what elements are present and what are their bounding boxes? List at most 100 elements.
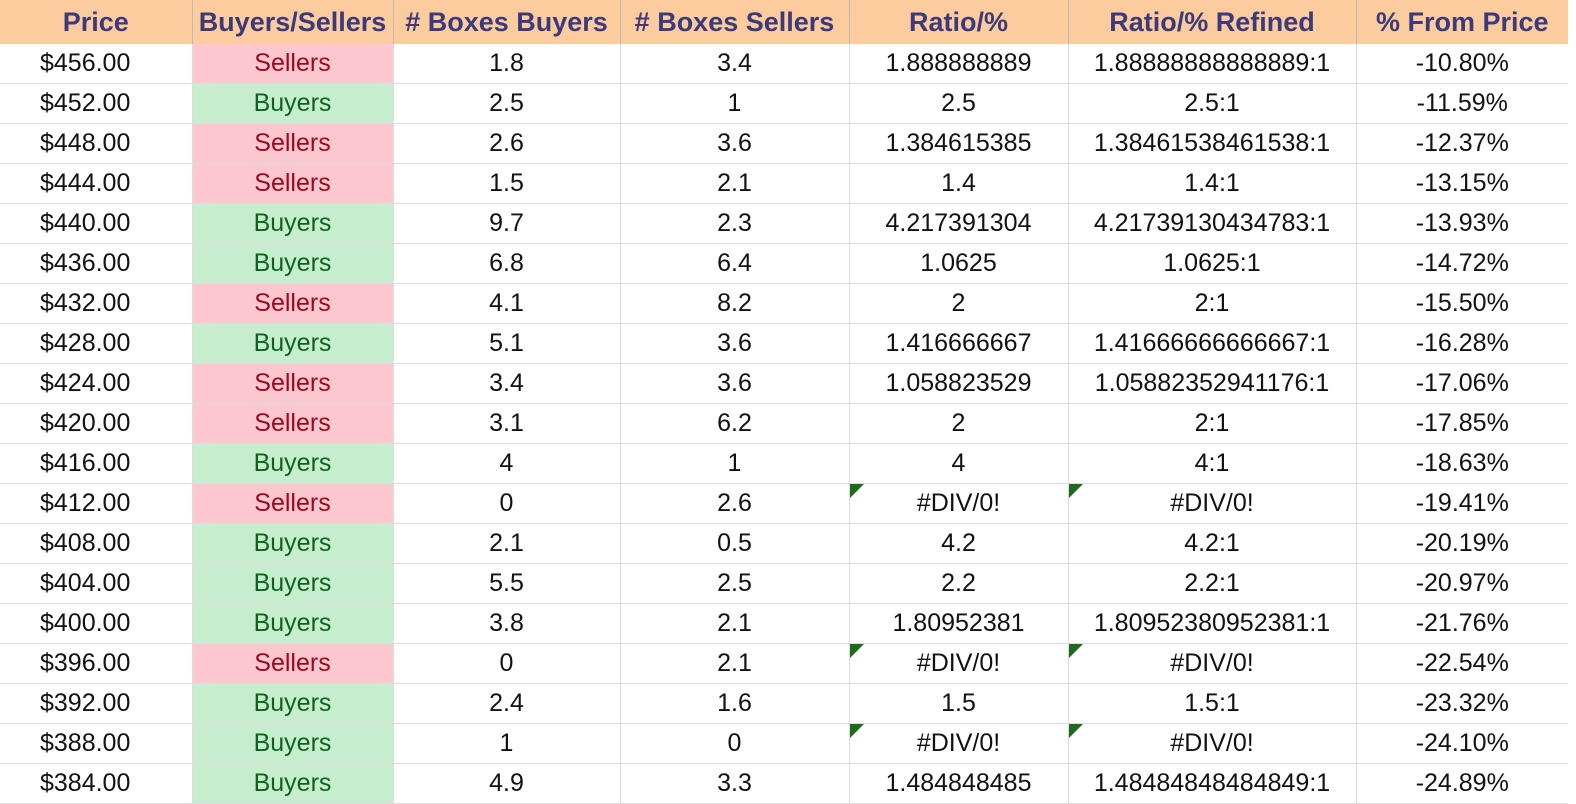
ratio-refined-cell[interactable]: 2.2:1	[1068, 563, 1357, 604]
boxes-buyers-cell[interactable]: 3.8	[393, 603, 621, 644]
side-cell[interactable]: Sellers	[192, 643, 394, 684]
header-price[interactable]: Price	[0, 0, 193, 44]
boxes-buyers-cell[interactable]: 0	[393, 643, 621, 684]
error-indicator-icon[interactable]	[1068, 644, 1083, 658]
pct-from-price-cell[interactable]: -21.76%	[1356, 603, 1568, 644]
error-indicator-icon[interactable]	[1068, 724, 1083, 738]
ratio-cell[interactable]: 1.484848485	[849, 763, 1069, 804]
price-cell[interactable]: $440.00	[0, 203, 193, 244]
ratio-refined-cell[interactable]: 2.5:1	[1068, 83, 1357, 124]
error-indicator-icon[interactable]	[1068, 484, 1083, 498]
price-cell[interactable]: $392.00	[0, 683, 193, 724]
price-cell[interactable]: $408.00	[0, 523, 193, 564]
pct-from-price-cell[interactable]: -18.63%	[1356, 443, 1568, 484]
price-cell[interactable]: $444.00	[0, 163, 193, 204]
boxes-sellers-cell[interactable]: 0	[620, 723, 850, 764]
pct-from-price-cell[interactable]: -17.85%	[1356, 403, 1568, 444]
side-cell[interactable]: Buyers	[192, 243, 394, 284]
error-indicator-icon[interactable]	[849, 644, 864, 658]
boxes-buyers-cell[interactable]: 6.8	[393, 243, 621, 284]
price-cell[interactable]: $416.00	[0, 443, 193, 484]
boxes-sellers-cell[interactable]: 3.6	[620, 323, 850, 364]
header-boxes-sellers[interactable]: # Boxes Sellers	[620, 0, 850, 44]
side-cell[interactable]: Buyers	[192, 683, 394, 724]
ratio-cell[interactable]: 1.384615385	[849, 123, 1069, 164]
ratio-cell[interactable]: 1.4	[849, 163, 1069, 204]
boxes-sellers-cell[interactable]: 8.2	[620, 283, 850, 324]
price-cell[interactable]: $400.00	[0, 603, 193, 644]
header-buyers-sellers[interactable]: Buyers/Sellers	[192, 0, 394, 44]
side-cell[interactable]: Sellers	[192, 283, 394, 324]
price-cell[interactable]: $428.00	[0, 323, 193, 364]
boxes-buyers-cell[interactable]: 2.5	[393, 83, 621, 124]
price-cell[interactable]: $452.00	[0, 83, 193, 124]
ratio-cell[interactable]: 1.0625	[849, 243, 1069, 284]
pct-from-price-cell[interactable]: -14.72%	[1356, 243, 1568, 284]
side-cell[interactable]: Sellers	[192, 403, 394, 444]
boxes-sellers-cell[interactable]: 1	[620, 83, 850, 124]
boxes-sellers-cell[interactable]: 3.6	[620, 123, 850, 164]
ratio-refined-cell[interactable]: 1.05882352941176:1	[1068, 363, 1357, 404]
boxes-buyers-cell[interactable]: 3.4	[393, 363, 621, 404]
pct-from-price-cell[interactable]: -24.10%	[1356, 723, 1568, 764]
ratio-cell[interactable]: 2.5	[849, 83, 1069, 124]
ratio-cell[interactable]: 4.2	[849, 523, 1069, 564]
boxes-buyers-cell[interactable]: 9.7	[393, 203, 621, 244]
boxes-buyers-cell[interactable]: 2.4	[393, 683, 621, 724]
boxes-buyers-cell[interactable]: 2.1	[393, 523, 621, 564]
boxes-sellers-cell[interactable]: 2.5	[620, 563, 850, 604]
side-cell[interactable]: Buyers	[192, 603, 394, 644]
header-boxes-buyers[interactable]: # Boxes Buyers	[393, 0, 621, 44]
ratio-refined-cell[interactable]: 4.21739130434783:1	[1068, 203, 1357, 244]
side-cell[interactable]: Sellers	[192, 163, 394, 204]
boxes-buyers-cell[interactable]: 0	[393, 483, 621, 524]
side-cell[interactable]: Buyers	[192, 763, 394, 804]
boxes-sellers-cell[interactable]: 3.6	[620, 363, 850, 404]
boxes-buyers-cell[interactable]: 4	[393, 443, 621, 484]
pct-from-price-cell[interactable]: -24.89%	[1356, 763, 1568, 804]
side-cell[interactable]: Buyers	[192, 563, 394, 604]
boxes-sellers-cell[interactable]: 2.1	[620, 643, 850, 684]
ratio-refined-cell[interactable]: #DIV/0!	[1068, 483, 1357, 524]
ratio-refined-cell[interactable]: 2:1	[1068, 283, 1357, 324]
side-cell[interactable]: Buyers	[192, 443, 394, 484]
pct-from-price-cell[interactable]: -13.93%	[1356, 203, 1568, 244]
ratio-refined-cell[interactable]: 1.48484848484849:1	[1068, 763, 1357, 804]
price-cell[interactable]: $424.00	[0, 363, 193, 404]
boxes-sellers-cell[interactable]: 2.6	[620, 483, 850, 524]
ratio-refined-cell[interactable]: 1.0625:1	[1068, 243, 1357, 284]
boxes-buyers-cell[interactable]: 2.6	[393, 123, 621, 164]
side-cell[interactable]: Buyers	[192, 523, 394, 564]
error-indicator-icon[interactable]	[849, 724, 864, 738]
boxes-sellers-cell[interactable]: 6.2	[620, 403, 850, 444]
price-cell[interactable]: $420.00	[0, 403, 193, 444]
ratio-refined-cell[interactable]: 1.38461538461538:1	[1068, 123, 1357, 164]
ratio-refined-cell[interactable]: 2:1	[1068, 403, 1357, 444]
boxes-buyers-cell[interactable]: 4.9	[393, 763, 621, 804]
pct-from-price-cell[interactable]: -23.32%	[1356, 683, 1568, 724]
boxes-sellers-cell[interactable]: 3.3	[620, 763, 850, 804]
side-cell[interactable]: Sellers	[192, 363, 394, 404]
boxes-sellers-cell[interactable]: 6.4	[620, 243, 850, 284]
ratio-cell[interactable]: 2	[849, 403, 1069, 444]
ratio-cell[interactable]: 2.2	[849, 563, 1069, 604]
ratio-refined-cell[interactable]: 4:1	[1068, 443, 1357, 484]
pct-from-price-cell[interactable]: -17.06%	[1356, 363, 1568, 404]
price-cell[interactable]: $456.00	[0, 44, 193, 84]
pct-from-price-cell[interactable]: -12.37%	[1356, 123, 1568, 164]
price-cell[interactable]: $396.00	[0, 643, 193, 684]
ratio-refined-cell[interactable]: #DIV/0!	[1068, 723, 1357, 764]
side-cell[interactable]: Sellers	[192, 44, 394, 84]
ratio-cell[interactable]: 4	[849, 443, 1069, 484]
side-cell[interactable]: Buyers	[192, 723, 394, 764]
pct-from-price-cell[interactable]: -10.80%	[1356, 44, 1568, 84]
boxes-sellers-cell[interactable]: 2.3	[620, 203, 850, 244]
price-cell[interactable]: $412.00	[0, 483, 193, 524]
ratio-refined-cell[interactable]: #DIV/0!	[1068, 643, 1357, 684]
price-cell[interactable]: $384.00	[0, 763, 193, 804]
ratio-cell[interactable]: 1.5	[849, 683, 1069, 724]
ratio-cell[interactable]: #DIV/0!	[849, 643, 1069, 684]
pct-from-price-cell[interactable]: -13.15%	[1356, 163, 1568, 204]
boxes-buyers-cell[interactable]: 1.5	[393, 163, 621, 204]
side-cell[interactable]: Buyers	[192, 203, 394, 244]
